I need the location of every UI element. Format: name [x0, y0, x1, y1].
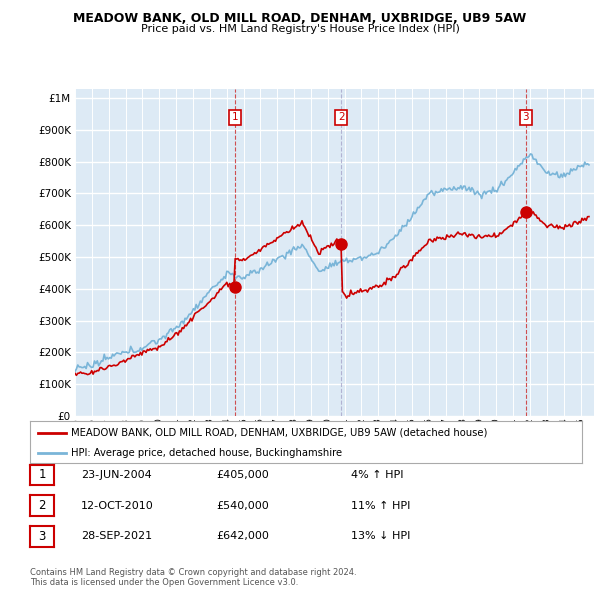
Text: 2: 2	[38, 499, 46, 512]
Text: £642,000: £642,000	[216, 532, 269, 541]
Text: MEADOW BANK, OLD MILL ROAD, DENHAM, UXBRIDGE, UB9 5AW (detached house): MEADOW BANK, OLD MILL ROAD, DENHAM, UXBR…	[71, 428, 488, 438]
Text: 28-SEP-2021: 28-SEP-2021	[81, 532, 152, 541]
Text: 12-OCT-2010: 12-OCT-2010	[81, 501, 154, 510]
Text: 3: 3	[38, 530, 46, 543]
Text: Price paid vs. HM Land Registry's House Price Index (HPI): Price paid vs. HM Land Registry's House …	[140, 24, 460, 34]
Text: MEADOW BANK, OLD MILL ROAD, DENHAM, UXBRIDGE, UB9 5AW: MEADOW BANK, OLD MILL ROAD, DENHAM, UXBR…	[73, 12, 527, 25]
Text: 1: 1	[38, 468, 46, 481]
Text: 2: 2	[338, 112, 344, 122]
Text: 23-JUN-2004: 23-JUN-2004	[81, 470, 152, 480]
Text: HPI: Average price, detached house, Buckinghamshire: HPI: Average price, detached house, Buck…	[71, 448, 343, 457]
Text: 4% ↑ HPI: 4% ↑ HPI	[351, 470, 404, 480]
Text: 3: 3	[522, 112, 529, 122]
Text: 1: 1	[232, 112, 238, 122]
Text: £540,000: £540,000	[216, 501, 269, 510]
Text: Contains HM Land Registry data © Crown copyright and database right 2024.
This d: Contains HM Land Registry data © Crown c…	[30, 568, 356, 587]
Text: £405,000: £405,000	[216, 470, 269, 480]
Text: 13% ↓ HPI: 13% ↓ HPI	[351, 532, 410, 541]
Text: 11% ↑ HPI: 11% ↑ HPI	[351, 501, 410, 510]
